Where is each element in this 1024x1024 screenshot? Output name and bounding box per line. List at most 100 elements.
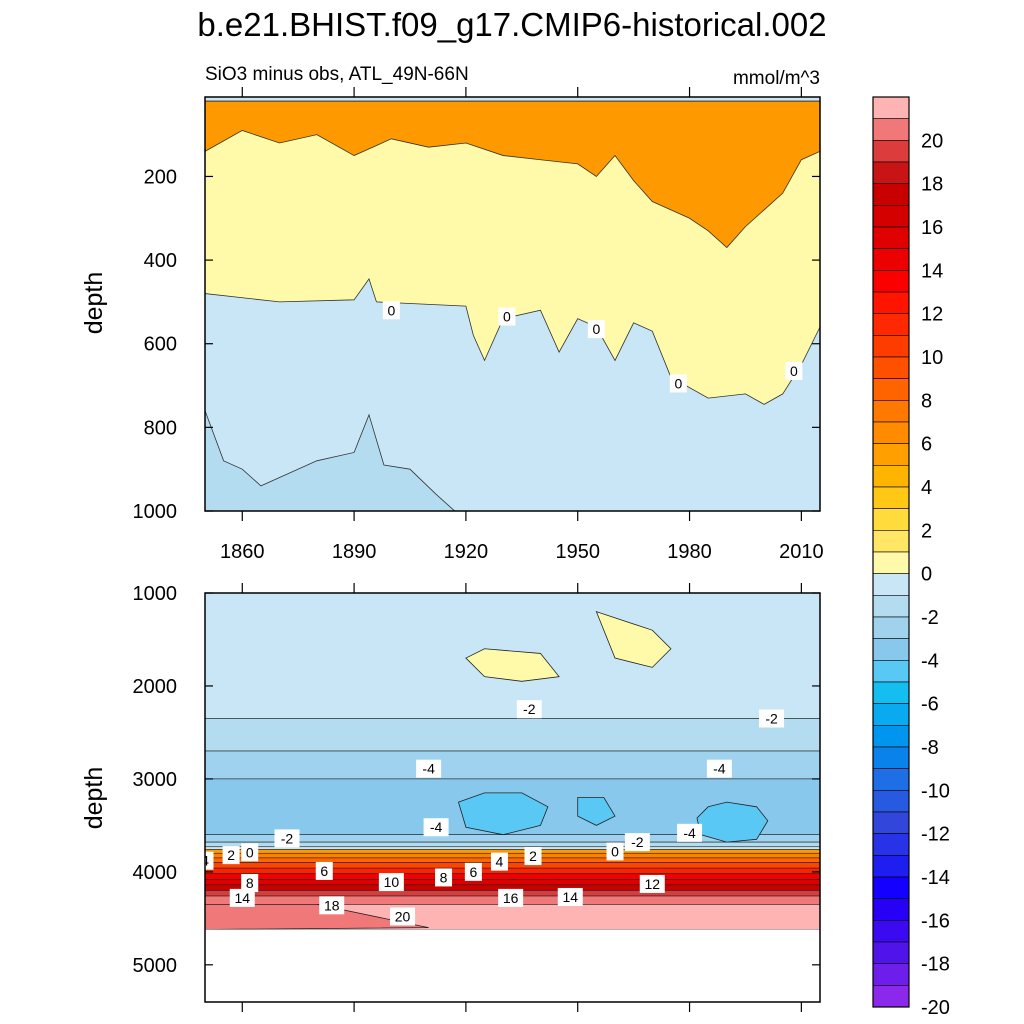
plot-area: 0 0 0 0 0	[205, 97, 820, 511]
colorbar-label: 18	[921, 174, 943, 196]
contour-label-box	[315, 861, 333, 880]
colorbar-swatch	[872, 855, 910, 878]
contour-label-box	[498, 307, 516, 326]
colorbar-swatch	[872, 920, 910, 943]
colorbar-label: 12	[921, 304, 943, 326]
contour-label-box	[516, 700, 542, 719]
contour-label: 16	[179, 891, 195, 907]
colorbar-frame	[872, 96, 910, 1008]
contour-label: 14	[234, 890, 250, 906]
contour-label: 0	[503, 309, 511, 325]
contour-band	[205, 862, 820, 869]
contour-label-box	[205, 851, 214, 870]
plot-frame	[204, 592, 821, 1003]
contour-label: 0	[592, 321, 600, 337]
contour-label-box	[174, 890, 199, 908]
colorbar-swatch	[872, 205, 910, 228]
colorbar-label: -4	[921, 650, 939, 672]
contour-region	[205, 100, 820, 249]
contour-label: 0	[790, 363, 798, 379]
colorbar-swatch	[872, 898, 910, 921]
colorbar-label: 14	[921, 260, 943, 282]
contour-label-box	[669, 374, 687, 393]
colorbar-swatch	[872, 725, 910, 748]
y-tick-label: 5000	[133, 955, 178, 977]
colorbar-label: 4	[921, 477, 932, 499]
x-tick-label: 1860	[220, 541, 265, 563]
y-tick-label: 2000	[133, 676, 178, 698]
contour-region	[465, 648, 560, 682]
y-tick-label: 600	[144, 334, 177, 356]
contour-label: 4	[496, 854, 504, 870]
plot-frame	[204, 96, 821, 512]
colorbar-label: 2	[921, 520, 932, 542]
contour-label-box	[222, 846, 240, 865]
y-tick-label: 200	[144, 166, 177, 188]
colorbar-swatch	[872, 530, 910, 553]
colorbar-label: 16	[921, 217, 943, 239]
x-tick-label: 1920	[444, 541, 489, 563]
chart-title: b.e21.BHIST.f09_g17.CMIP6-historical.002	[197, 6, 826, 43]
colorbar-swatch	[872, 768, 910, 791]
contour-label-box	[759, 709, 785, 728]
contour-label-box	[624, 833, 650, 852]
y-tick-label: 800	[144, 417, 177, 439]
contour-region	[696, 801, 769, 843]
colorbar-label: -2	[921, 607, 939, 629]
lower-ylabel: depth	[80, 767, 108, 830]
contour-region	[205, 903, 429, 930]
colorbar-swatch	[872, 291, 910, 314]
chart-subtitle: SiO3 minus obs, ATL_49N-66N	[205, 64, 469, 85]
colorbar-swatch	[872, 161, 910, 184]
contour-label-box	[639, 874, 665, 893]
contour-label: 8	[246, 875, 254, 891]
colorbar: 20181614121086420-2-4-6-8-10-12-14-16-18…	[872, 96, 950, 1019]
colorbar-swatch	[872, 963, 910, 986]
contour-label: -4	[422, 761, 435, 777]
contour-label-box	[274, 829, 300, 848]
colorbar-swatch	[872, 790, 910, 813]
y-tick-label: 400	[144, 250, 177, 272]
colorbar-label: -18	[921, 954, 950, 976]
contour-region	[577, 797, 616, 826]
contour-band	[205, 878, 820, 886]
contour-label-box	[606, 842, 624, 861]
contour-label-box	[378, 873, 404, 892]
colorbar-swatch	[872, 573, 910, 596]
contour-band	[205, 852, 820, 859]
colorbar-swatch	[872, 140, 910, 163]
contour-label: 6	[320, 863, 328, 879]
colorbar-label: -14	[921, 867, 950, 889]
colorbar-swatch	[872, 96, 910, 119]
colorbar-swatch	[872, 118, 910, 141]
colorbar-swatch	[872, 638, 910, 661]
contour-label: 10	[384, 874, 400, 890]
colorbar-swatch	[872, 833, 910, 856]
contour-label-box	[390, 907, 416, 926]
contour-label-box	[524, 847, 542, 866]
x-tick-label: 1950	[555, 541, 600, 563]
colorbar-swatch	[872, 703, 910, 726]
contour-label: 8	[440, 869, 448, 885]
contour-label: -4	[713, 761, 726, 777]
contour-label-box	[241, 843, 259, 862]
colorbar-label: 0	[921, 564, 932, 586]
contour-label: 2	[227, 847, 235, 863]
colorbar-swatch	[872, 226, 910, 249]
contour-label: 18	[324, 897, 340, 913]
contour-label: 0	[246, 844, 254, 860]
x-tick-label: 1980	[667, 541, 712, 563]
contour-label-box	[785, 361, 803, 380]
colorbar-label: -6	[921, 694, 939, 716]
contour-label-box	[382, 301, 400, 320]
colorbar-swatch	[872, 486, 910, 509]
contour-label-box	[706, 759, 732, 778]
contour-label-box	[490, 852, 508, 871]
colorbar-swatch	[872, 660, 910, 683]
colorbar-swatch	[872, 183, 910, 206]
colorbar-label: -10	[921, 780, 950, 802]
contour-label: -2	[765, 710, 778, 726]
upper-panel: 0 0 0 0 0 200 400 600 800 1000 1860 1890 1920 1950 198…	[133, 87, 824, 563]
